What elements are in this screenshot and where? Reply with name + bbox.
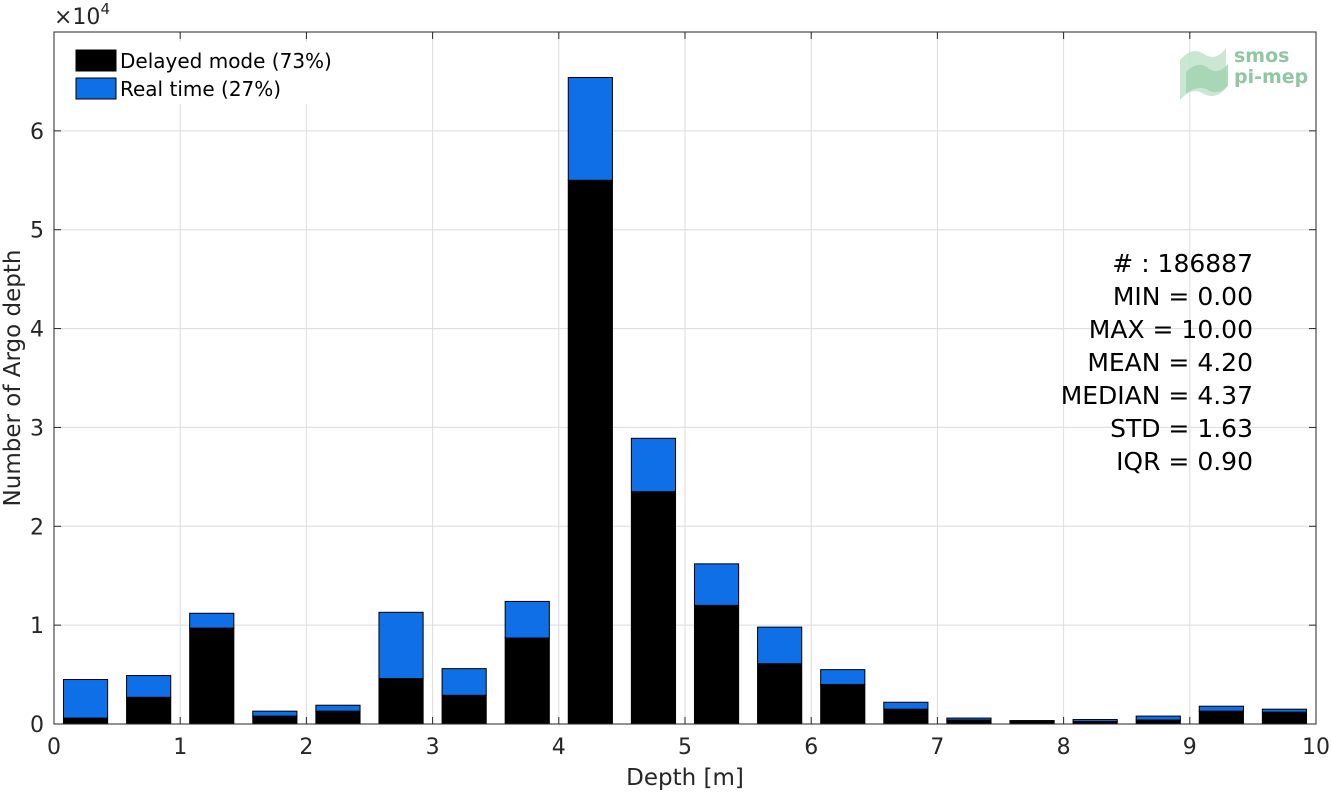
y-tick-label: 4 [30, 318, 44, 343]
bars [62, 76, 1308, 725]
bar-delayed-mode [378, 678, 424, 725]
bar-delayed-mode [820, 683, 866, 725]
bar-delayed-mode [62, 717, 109, 725]
x-axis-label: Depth [m] [626, 765, 744, 791]
bar-real-time [126, 675, 172, 698]
y-ticks: 0 1 2 3 4 5 6 [30, 120, 1316, 738]
bar-real-time [315, 704, 361, 712]
bar-delayed-mode [1198, 710, 1244, 725]
stats-line: MIN = 0.00 [1113, 282, 1253, 311]
bar-real-time [1072, 719, 1118, 723]
legend-swatch-realtime [75, 77, 117, 100]
y-exponent-label: ×104 [54, 0, 110, 30]
bar-delayed-mode [630, 491, 677, 725]
bar-delayed-mode [189, 627, 235, 725]
legend-label-delayed: Delayed mode (73%) [120, 49, 332, 73]
stats-annotation: # : 186887 MIN = 0.00 MAX = 10.00 MEAN = 4.… [1061, 249, 1253, 476]
x-tick-label: 5 [678, 735, 692, 760]
bar-real-time [441, 668, 487, 696]
stats-line: MEDIAN = 4.37 [1061, 381, 1253, 410]
smos-pimep-logo: smos pi-mep [1180, 45, 1308, 100]
bar-real-time [189, 612, 235, 629]
stats-line: MAX = 10.00 [1089, 315, 1253, 344]
x-tick-label: 7 [930, 735, 944, 760]
bar-real-time [693, 563, 740, 606]
bar-delayed-mode [126, 696, 172, 725]
bar-real-time [946, 717, 992, 721]
bar-delayed-mode [315, 710, 361, 725]
y-exponent-base: ×10 [54, 5, 100, 30]
x-tick-label: 0 [47, 735, 61, 760]
bar-real-time [1261, 708, 1308, 713]
bar-real-time [820, 669, 866, 685]
logo-text-pimep: pi-mep [1234, 66, 1308, 88]
bar-delayed-mode [252, 715, 298, 725]
x-tick-label: 4 [552, 735, 566, 760]
logo-wave-graphic-2 [1186, 64, 1228, 94]
bar-real-time [62, 679, 109, 719]
stats-line: MEAN = 4.20 [1087, 348, 1253, 377]
legend: Delayed mode (73%) Real time (27%) [66, 42, 364, 104]
bar-delayed-mode [504, 637, 550, 725]
bar-delayed-mode [693, 604, 740, 725]
y-tick-label: 1 [30, 614, 44, 639]
bar-real-time [567, 76, 613, 181]
bar-real-time [1135, 715, 1181, 721]
x-tick-label: 2 [299, 735, 313, 760]
stats-line: # : 186887 [1112, 249, 1253, 278]
x-tick-label: 3 [426, 735, 440, 760]
bar-delayed-mode [567, 179, 613, 725]
bar-delayed-mode [757, 663, 803, 725]
bar-real-time [883, 701, 929, 710]
x-tick-label: 9 [1183, 735, 1197, 760]
stats-line: STD = 1.63 [1110, 414, 1253, 443]
x-tick-label: 8 [1057, 735, 1071, 760]
x-ticks: 0 1 2 3 4 5 6 7 8 9 10 [47, 32, 1330, 760]
y-tick-label: 2 [30, 515, 44, 540]
bar-delayed-mode [441, 694, 487, 725]
legend-swatch-delayed [75, 49, 117, 72]
legend-label-realtime: Real time (27%) [120, 77, 281, 101]
y-tick-label: 5 [30, 219, 44, 244]
x-tick-label: 10 [1302, 735, 1330, 760]
bar-delayed-mode [1261, 711, 1308, 725]
y-tick-label: 6 [30, 120, 44, 145]
bar-real-time [630, 437, 677, 493]
y-exponent-power: 4 [100, 0, 110, 18]
bar-real-time [757, 626, 803, 665]
grid-lines [53, 32, 1317, 725]
bar-delayed-mode [1135, 719, 1181, 725]
bar-real-time [1009, 720, 1055, 723]
x-tick-label: 6 [804, 735, 818, 760]
y-tick-label: 0 [30, 713, 44, 738]
bar-real-time [504, 600, 550, 639]
stats-line: IQR = 0.90 [1116, 447, 1253, 476]
x-tick-label: 1 [173, 735, 187, 760]
logo-text-smos: smos [1234, 45, 1289, 67]
bar-delayed-mode [883, 708, 929, 725]
y-tick-label: 3 [30, 416, 44, 441]
bar-real-time [1198, 705, 1244, 712]
y-axis-label: Number of Argo depth [0, 250, 26, 507]
bar-real-time [378, 611, 424, 680]
bar-real-time [252, 710, 298, 717]
bar-delayed-mode [946, 719, 992, 725]
